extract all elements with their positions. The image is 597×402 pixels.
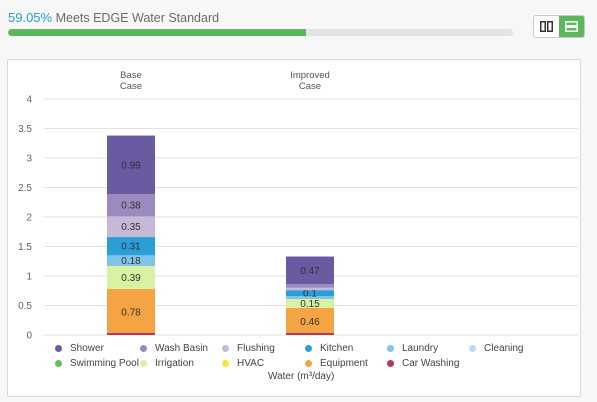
category-labels: Base Case Improved Case	[120, 70, 330, 92]
bar-segment[interactable]	[286, 299, 334, 308]
columns-view-button[interactable]	[534, 16, 559, 37]
y-tick-label: 3.5	[18, 124, 32, 135]
legend-item[interactable]: Wash Basin	[140, 343, 208, 354]
data-label: 0.1	[303, 289, 317, 300]
progress-bar	[8, 29, 513, 36]
data-label: 0.78	[121, 307, 141, 318]
bar-segment[interactable]	[107, 237, 155, 256]
data-label: 0.38	[121, 201, 141, 212]
rows-icon	[565, 21, 578, 32]
legend-item[interactable]: Equipment	[305, 358, 368, 369]
legend-swatch	[305, 345, 312, 352]
bar-segment[interactable]	[286, 290, 334, 297]
x-axis-title: Water (m³/day)	[268, 371, 335, 382]
bar-base	[107, 333, 155, 335]
y-tick-label: 1.5	[18, 242, 32, 253]
legend-swatch	[55, 360, 62, 367]
header: 59.05% Meets EDGE Water Standard	[0, 0, 597, 58]
legend-swatch	[305, 360, 312, 367]
legend-label: Kitchen	[320, 343, 354, 354]
legend-item[interactable]: Flushing	[222, 343, 275, 354]
data-label: 0.35	[121, 222, 141, 233]
y-tick-label: 2.5	[18, 183, 32, 194]
legend-swatch	[469, 345, 476, 352]
legend-label: Car Washing	[402, 358, 460, 369]
legend-swatch	[140, 360, 147, 367]
legend-item[interactable]: Kitchen	[305, 343, 353, 354]
legend-label: HVAC	[237, 358, 265, 369]
legend-swatch	[222, 360, 229, 367]
chart-panel	[7, 59, 581, 397]
data-label: 0.46	[300, 317, 320, 328]
data-label: 0.99	[121, 160, 141, 171]
legend-label: Equipment	[320, 358, 368, 369]
legend-swatch	[140, 345, 147, 352]
data-label: 0.39	[121, 273, 141, 284]
legend-swatch	[387, 345, 394, 352]
legend-swatch	[387, 360, 394, 367]
legend-item[interactable]: Irrigation	[140, 358, 194, 369]
data-label: 0.47	[300, 266, 320, 277]
legend-label: Swimming Pool	[70, 358, 139, 369]
legend-swatch	[222, 345, 229, 352]
legend-label: Wash Basin	[155, 343, 208, 354]
bar-segment[interactable]	[107, 265, 155, 289]
legend-item[interactable]: Cleaning	[469, 343, 523, 354]
status-text: Meets EDGE Water Standard	[55, 11, 220, 25]
legend-label: Cleaning	[484, 343, 524, 354]
bar-segment[interactable]	[286, 287, 334, 291]
legend-item[interactable]: Car Washing	[387, 358, 459, 369]
bar-segment[interactable]	[107, 193, 155, 217]
bar-segment[interactable]	[286, 256, 334, 285]
rows-view-button[interactable]	[559, 16, 584, 37]
y-tick-label: 3	[26, 154, 32, 165]
y-tick-label: 0	[26, 331, 32, 342]
legend-item[interactable]: HVAC	[222, 358, 264, 369]
bars: 0.78 0.39 0.18 0.31 0.35 0.38 0.99 0.46 0.150.1 0…	[107, 135, 334, 335]
y-tick-label: 1	[26, 272, 32, 283]
columns-icon	[540, 21, 553, 32]
y-tick-label: 0.5	[18, 301, 32, 312]
legend-label: Shower	[70, 343, 104, 354]
bar-segment[interactable]	[107, 255, 155, 266]
legend-row: Shower Wash Basin Flushing Kitchen Laundry Cl…	[55, 343, 575, 358]
data-label: 0.31	[121, 242, 141, 253]
legend-label: Irrigation	[155, 358, 194, 369]
y-tick-label: 4	[26, 95, 32, 106]
legend-swatch	[55, 345, 62, 352]
bar-segment[interactable]	[107, 135, 155, 194]
y-tick-label: 2	[26, 213, 32, 224]
progress-fill	[8, 29, 307, 36]
bar-segment[interactable]	[286, 284, 334, 288]
legend-item[interactable]: Swimming Pool	[55, 358, 139, 369]
legend-row: Swimming Pool Irrigation HVAC Equipment Car …	[55, 358, 575, 373]
legend-label: Laundry	[402, 343, 439, 354]
data-label: 0.15	[300, 299, 320, 310]
legend-item[interactable]: Laundry	[387, 343, 438, 354]
data-label: 0.18	[121, 256, 141, 267]
legend-label: Flushing	[237, 343, 275, 354]
category-label: Base Case	[120, 70, 142, 92]
bar-segment[interactable]	[107, 288, 155, 335]
bar-base	[286, 333, 334, 335]
y-axis-ticks: 0 0.5 1 1.5 2 2.5 3 3.5 4	[18, 95, 32, 342]
bar-segment[interactable]	[107, 216, 155, 238]
view-toggle	[533, 15, 585, 38]
legend-item[interactable]: Shower	[55, 343, 104, 354]
standard-status: 59.05% Meets EDGE Water Standard	[8, 10, 219, 25]
bar-segment[interactable]	[286, 296, 334, 300]
bar-segment[interactable]	[286, 307, 334, 335]
percent-value: 59.05%	[8, 10, 53, 25]
category-label: Improved Case	[290, 70, 330, 92]
legend: Shower Wash Basin Flushing Kitchen Laundry Cl…	[55, 343, 575, 373]
